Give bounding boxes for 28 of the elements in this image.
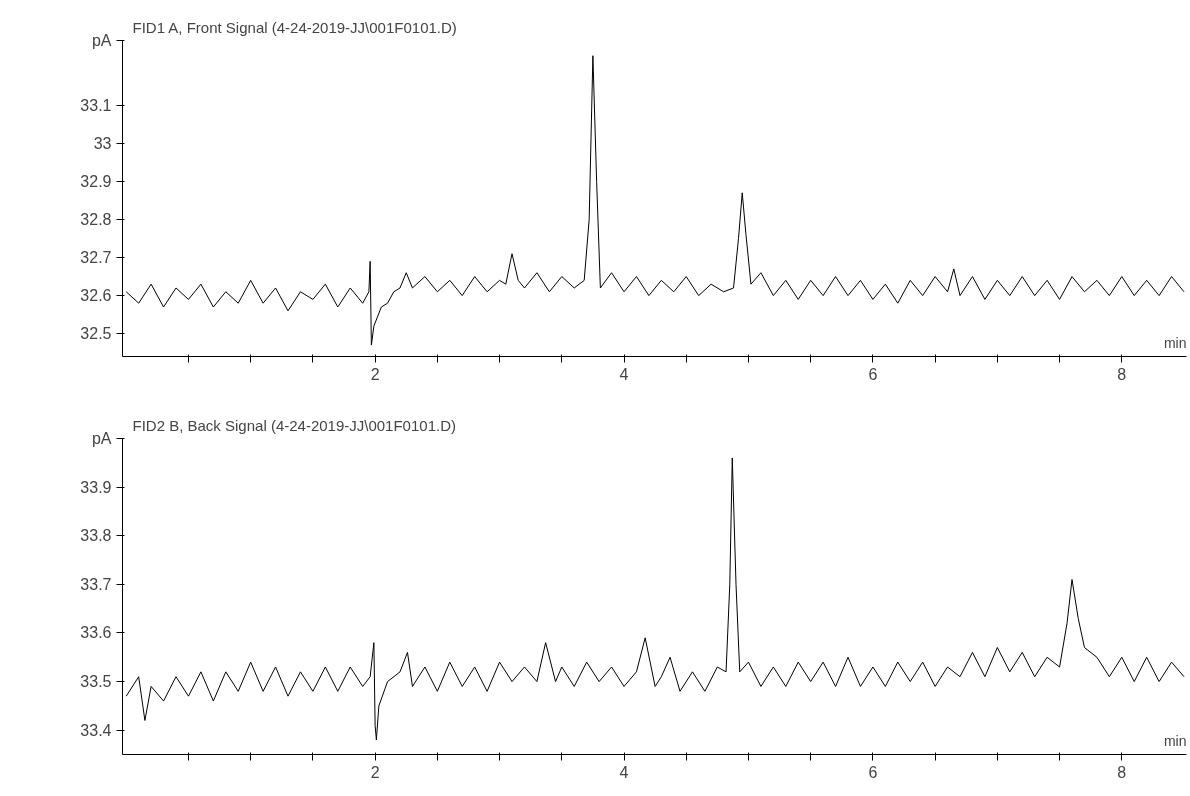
y-tick-label: 33.7 xyxy=(80,575,112,593)
x-tick-label: 4 xyxy=(619,365,629,383)
chart-title: FID1 A, Front Signal (4-24-2019-JJ\001F0101.D) xyxy=(132,18,457,36)
x-tick-label: 8 xyxy=(1117,365,1127,383)
x-tick-label: 6 xyxy=(868,763,878,781)
y-tick-label: 32.7 xyxy=(80,249,112,267)
x-tick-label: 4 xyxy=(619,763,629,781)
x-tick-label: 2 xyxy=(370,365,380,383)
y-tick-label: 32.6 xyxy=(80,287,112,305)
y-tick-label: 32.9 xyxy=(80,172,112,190)
y-tick-label: 33.9 xyxy=(80,478,112,496)
y-tick-label: 33.8 xyxy=(80,527,112,545)
y-tick-label: 33.6 xyxy=(80,624,112,642)
y-axis-title: pA xyxy=(91,430,112,447)
y-tick-label: 32.5 xyxy=(80,325,112,343)
x-tick-label: 2 xyxy=(370,763,380,781)
y-tick-label: 33.5 xyxy=(80,673,112,691)
x-tick-label: 6 xyxy=(868,365,878,383)
y-tick-label: 33.1 xyxy=(80,96,112,114)
line-series xyxy=(125,55,1185,346)
y-tick-label: 32.8 xyxy=(80,210,112,228)
y-axis-title: pA xyxy=(91,32,112,49)
x-axis-title: min xyxy=(1163,334,1187,351)
y-tick-label: 33.4 xyxy=(80,721,112,739)
y-tick-label: 33 xyxy=(93,134,112,152)
chart-title: FID2 B, Back Signal (4-24-2019-JJ\001F0101.D) xyxy=(132,416,456,434)
x-axis-title: min xyxy=(1163,732,1187,749)
x-tick-label: 8 xyxy=(1117,763,1127,781)
